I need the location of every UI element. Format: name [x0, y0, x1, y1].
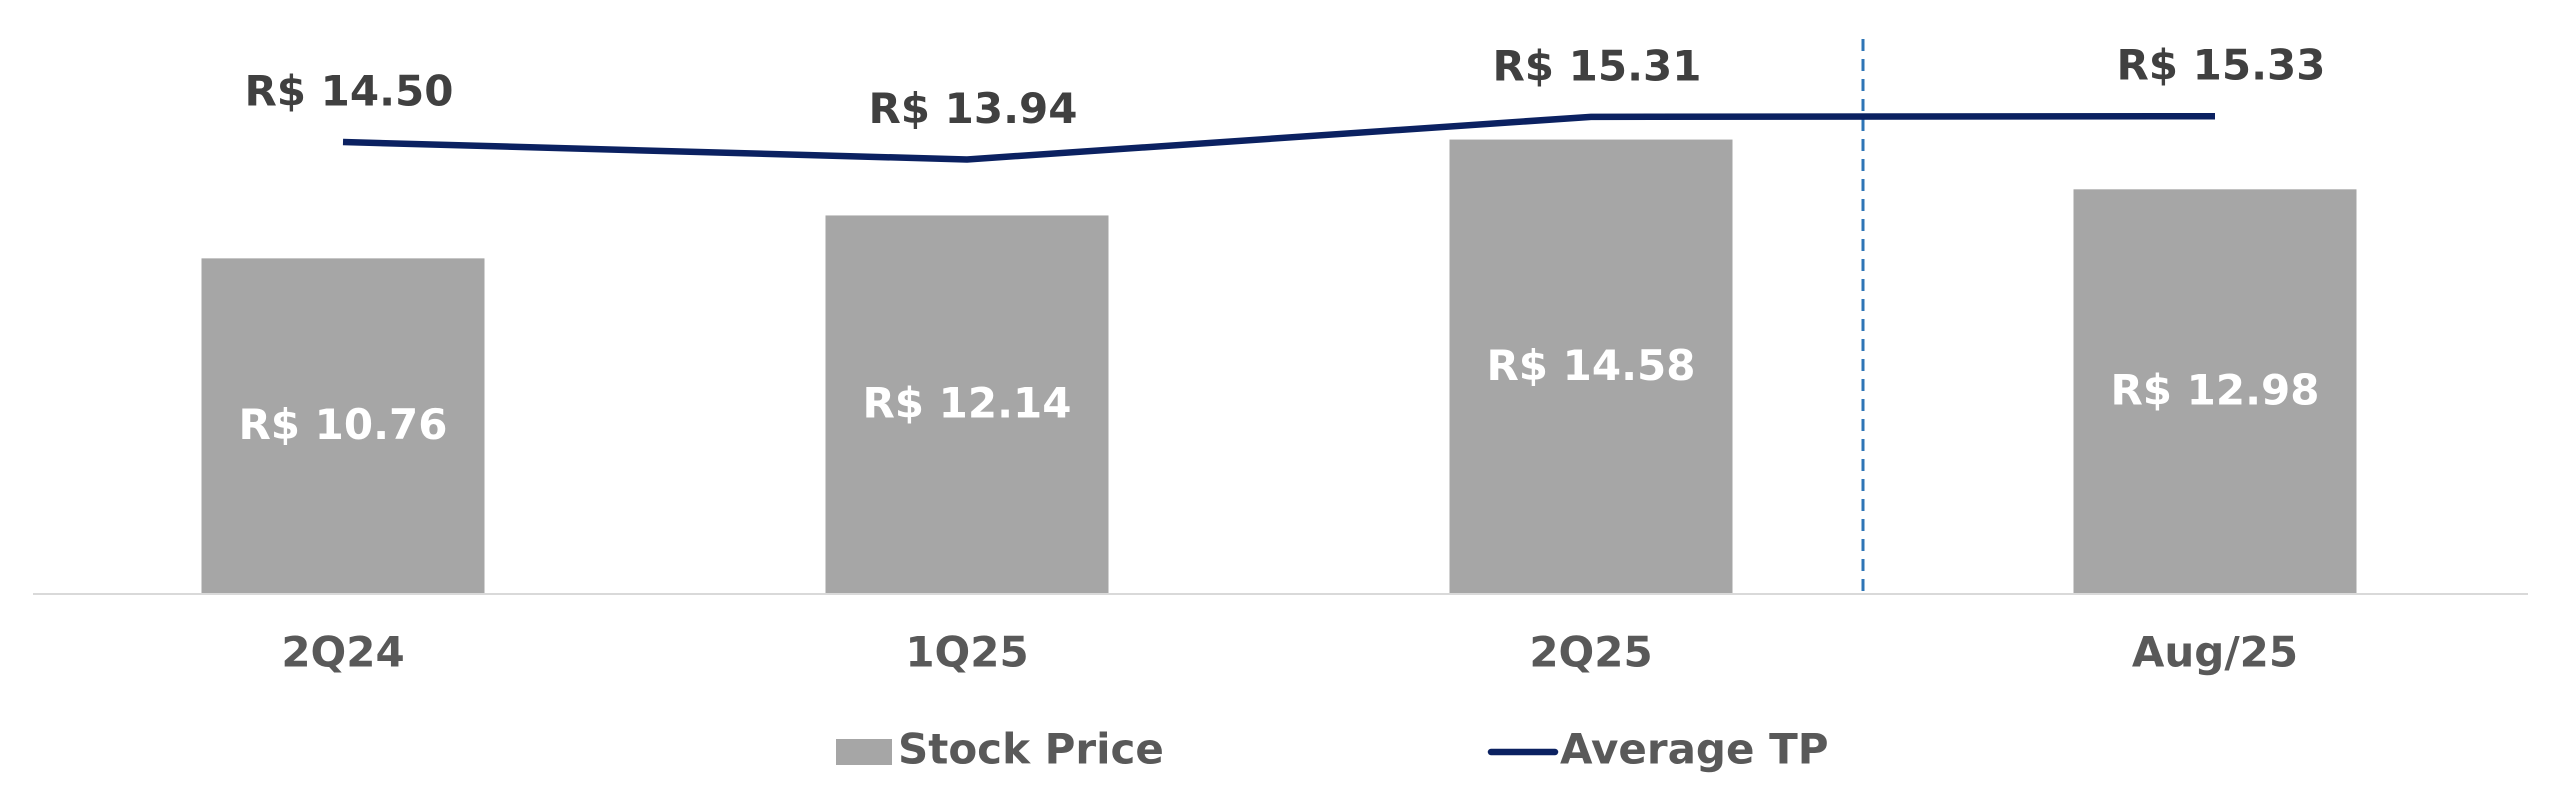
- x-tick-label: 2Q24: [281, 628, 404, 677]
- bar: [201, 258, 485, 593]
- x-tick-label: Aug/25: [2132, 628, 2298, 677]
- bar-label: R$ 10.76: [238, 400, 447, 449]
- legend-label: Average TP: [1560, 725, 1829, 774]
- line: [342, 112, 2216, 163]
- line-label: R$ 15.33: [2116, 41, 2325, 90]
- bar: [2073, 189, 2357, 593]
- x-tick-label: 2Q25: [1529, 628, 1652, 677]
- legend-label: Stock Price: [898, 725, 1164, 774]
- bar-label: R$ 14.58: [1486, 341, 1695, 390]
- legend-swatch: [836, 739, 892, 765]
- line-label: R$ 14.50: [244, 67, 453, 116]
- bar: [825, 215, 1109, 594]
- line-label: R$ 13.94: [868, 84, 1077, 133]
- x-tick-label: 1Q25: [905, 628, 1028, 677]
- bar: [1449, 139, 1733, 593]
- line-label: R$ 15.31: [1492, 41, 1701, 90]
- bar-label: R$ 12.14: [862, 379, 1071, 428]
- bar-label: R$ 12.98: [2110, 366, 2319, 415]
